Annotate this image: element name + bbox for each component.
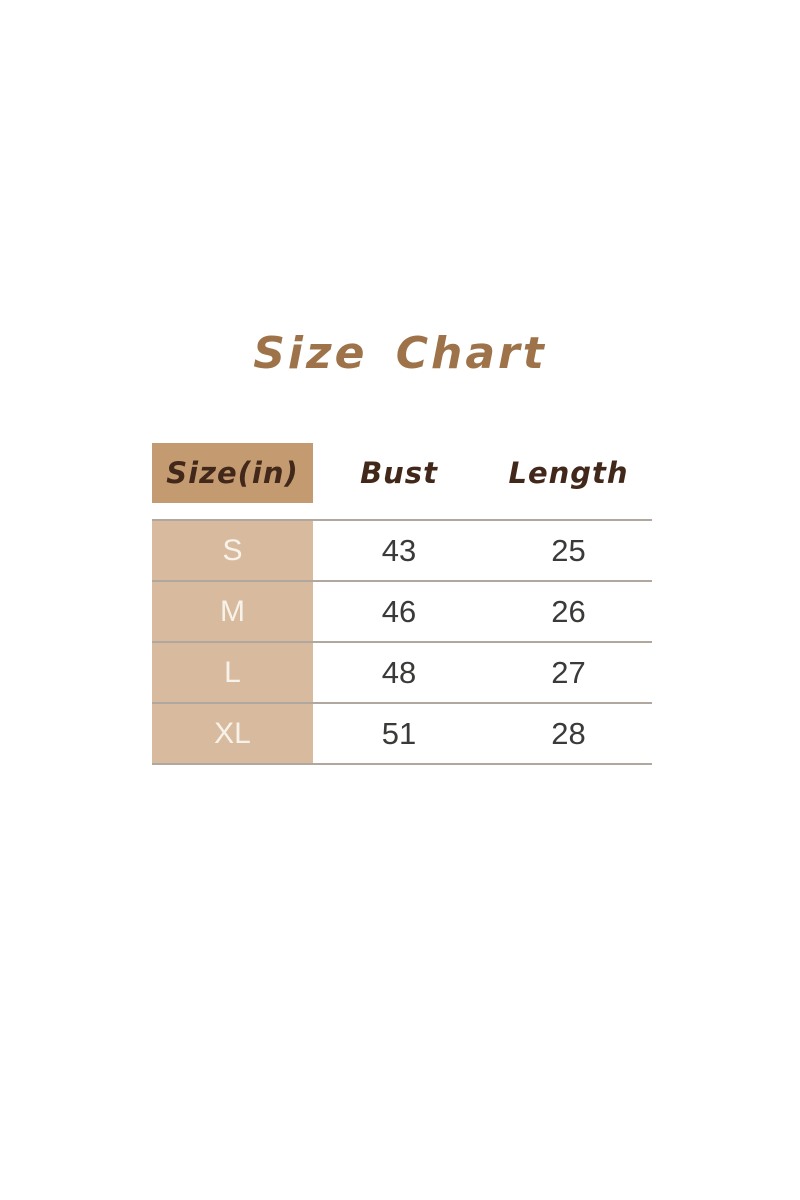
size-cell: M [152, 582, 313, 641]
page-title: Size Chart [253, 328, 547, 379]
size-cell: L [152, 643, 313, 702]
length-cell: 25 [551, 532, 586, 568]
table-row-m: M 46 26 [152, 580, 652, 641]
table-row-s: S 43 25 [152, 519, 652, 580]
header-cell-length: Length [508, 456, 629, 490]
size-cell: S [152, 521, 313, 580]
table-body: S 43 25 M 46 26 L 48 27 XL 51 28 [152, 519, 652, 765]
size-chart-table: Size(in) Bust Length S 43 25 M 46 26 L 4… [152, 443, 652, 765]
table-header-row: Size(in) Bust Length [152, 443, 652, 503]
bust-cell: 51 [381, 715, 417, 751]
table-row-l: L 48 27 [152, 641, 652, 702]
header-cell-bust: Bust [360, 456, 438, 490]
bust-cell: 48 [381, 654, 417, 690]
length-cell: 26 [551, 593, 586, 629]
size-cell: XL [152, 704, 313, 763]
header-cell-size: Size(in) [152, 443, 313, 503]
table-row-xl: XL 51 28 [152, 702, 652, 763]
bust-cell: 43 [381, 532, 417, 568]
bust-cell: 46 [381, 593, 417, 629]
length-cell: 28 [551, 715, 586, 751]
length-cell: 27 [551, 654, 586, 690]
